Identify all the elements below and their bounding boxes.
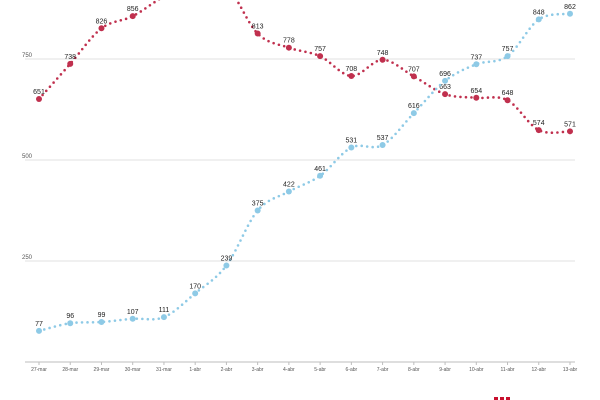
x-tick-label: 9-abr — [439, 367, 451, 373]
data-label: 654 — [470, 88, 482, 95]
data-label: 574 — [533, 120, 545, 127]
x-tick-label: 13-abr — [563, 367, 578, 373]
series-group: 651 738 826 856 813 778 757 708 748 707 663 654 648 5… — [33, 0, 576, 334]
x-tick-label: 28-mar — [62, 367, 78, 373]
data-point — [348, 72, 355, 79]
data-point — [410, 73, 417, 80]
y-axis-ticks: 250 500 750 — [22, 53, 33, 261]
x-tick-label: 1-abr — [189, 367, 201, 373]
data-label: 531 — [346, 137, 358, 144]
data-point — [473, 94, 480, 101]
data-label: 99 — [98, 312, 106, 319]
data-point — [410, 110, 417, 117]
data-point — [504, 53, 511, 60]
data-point — [285, 188, 292, 195]
data-label: 696 — [439, 71, 451, 78]
data-point — [254, 30, 261, 37]
data-point — [36, 95, 42, 102]
data-point — [442, 77, 449, 84]
data-point — [504, 97, 511, 104]
data-point — [67, 60, 74, 67]
series-1: 651 738 826 856 813 778 757 708 748 707 663 654 648 5… — [33, 0, 576, 135]
data-point — [98, 25, 105, 32]
data-point — [473, 61, 480, 68]
x-tick-label: 3-abr — [252, 367, 264, 373]
data-label: 616 — [408, 103, 420, 110]
data-point — [442, 91, 449, 98]
data-label: 663 — [439, 84, 451, 91]
x-tick-label: 12-abr — [532, 367, 547, 373]
data-point — [567, 10, 573, 17]
data-point — [129, 13, 136, 20]
data-point — [285, 44, 292, 51]
y-tick-label: 500 — [22, 154, 33, 160]
x-tick-label: 10-abr — [469, 367, 484, 373]
publisher-logo — [494, 392, 516, 400]
x-tick-label: 6-abr — [346, 367, 358, 373]
data-label: 738 — [64, 54, 76, 61]
data-label: 239 — [221, 255, 233, 262]
data-label: 757 — [314, 46, 326, 53]
x-tick-label: 8-abr — [408, 367, 420, 373]
data-label: 422 — [283, 182, 295, 189]
x-tick-label: 5-abr — [314, 367, 326, 373]
data-label: 826 — [96, 18, 108, 25]
data-point — [129, 315, 136, 322]
x-tick-label: 30-mar — [125, 367, 141, 373]
data-label: 737 — [470, 54, 482, 61]
x-tick-label: 11-abr — [500, 367, 514, 373]
data-point — [254, 207, 261, 214]
grid — [25, 58, 575, 363]
data-label: 375 — [252, 201, 264, 208]
x-tick-label: 31-mar — [156, 367, 172, 373]
data-point — [160, 314, 167, 321]
data-label: 170 — [189, 283, 201, 290]
data-point — [36, 327, 42, 334]
data-label: 651 — [33, 89, 45, 96]
data-label: 856 — [127, 6, 139, 13]
x-axis-ticks: 27-mar 28-mar 29-mar 30-mar 31-mar 1-abr 2-abr… — [31, 362, 578, 373]
data-label: 708 — [346, 66, 358, 73]
data-label: 648 — [502, 90, 514, 97]
x-tick-label: 29-mar — [94, 367, 110, 373]
data-label: 96 — [66, 313, 74, 320]
data-point — [379, 142, 386, 149]
data-point — [192, 290, 199, 297]
data-point — [567, 128, 573, 135]
x-tick-label: 2-abr — [221, 367, 233, 373]
data-label: 757 — [502, 46, 514, 53]
x-tick-label: 4-abr — [283, 367, 295, 373]
data-label: 111 — [159, 307, 170, 314]
data-point — [98, 319, 105, 326]
data-point — [67, 320, 74, 327]
y-tick-label: 250 — [22, 255, 33, 261]
x-tick-label: 27-mar — [31, 367, 47, 373]
y-tick-label: 750 — [22, 53, 33, 59]
data-label: 813 — [252, 24, 264, 31]
data-label: 537 — [377, 135, 389, 142]
series-line — [37, 0, 572, 135]
data-point — [535, 127, 542, 134]
data-label: 571 — [564, 121, 576, 128]
data-label: 748 — [377, 50, 389, 57]
series-2: 77 96 99 107 111 170 239 375 422 461 531 537 616 696 7… — [35, 4, 576, 334]
data-label: 862 — [564, 4, 576, 11]
data-point — [535, 16, 542, 23]
data-point — [317, 53, 324, 60]
data-point — [379, 56, 386, 63]
data-label: 848 — [533, 9, 545, 16]
data-point — [223, 262, 230, 269]
data-label: 107 — [127, 309, 139, 316]
data-label: 461 — [314, 166, 326, 173]
series-line — [37, 12, 572, 333]
x-tick-label: 7-abr — [377, 367, 389, 373]
data-label: 778 — [283, 38, 295, 45]
data-label: 707 — [408, 66, 420, 73]
data-label: 77 — [35, 321, 43, 328]
data-point — [317, 172, 324, 179]
data-point — [348, 144, 355, 151]
